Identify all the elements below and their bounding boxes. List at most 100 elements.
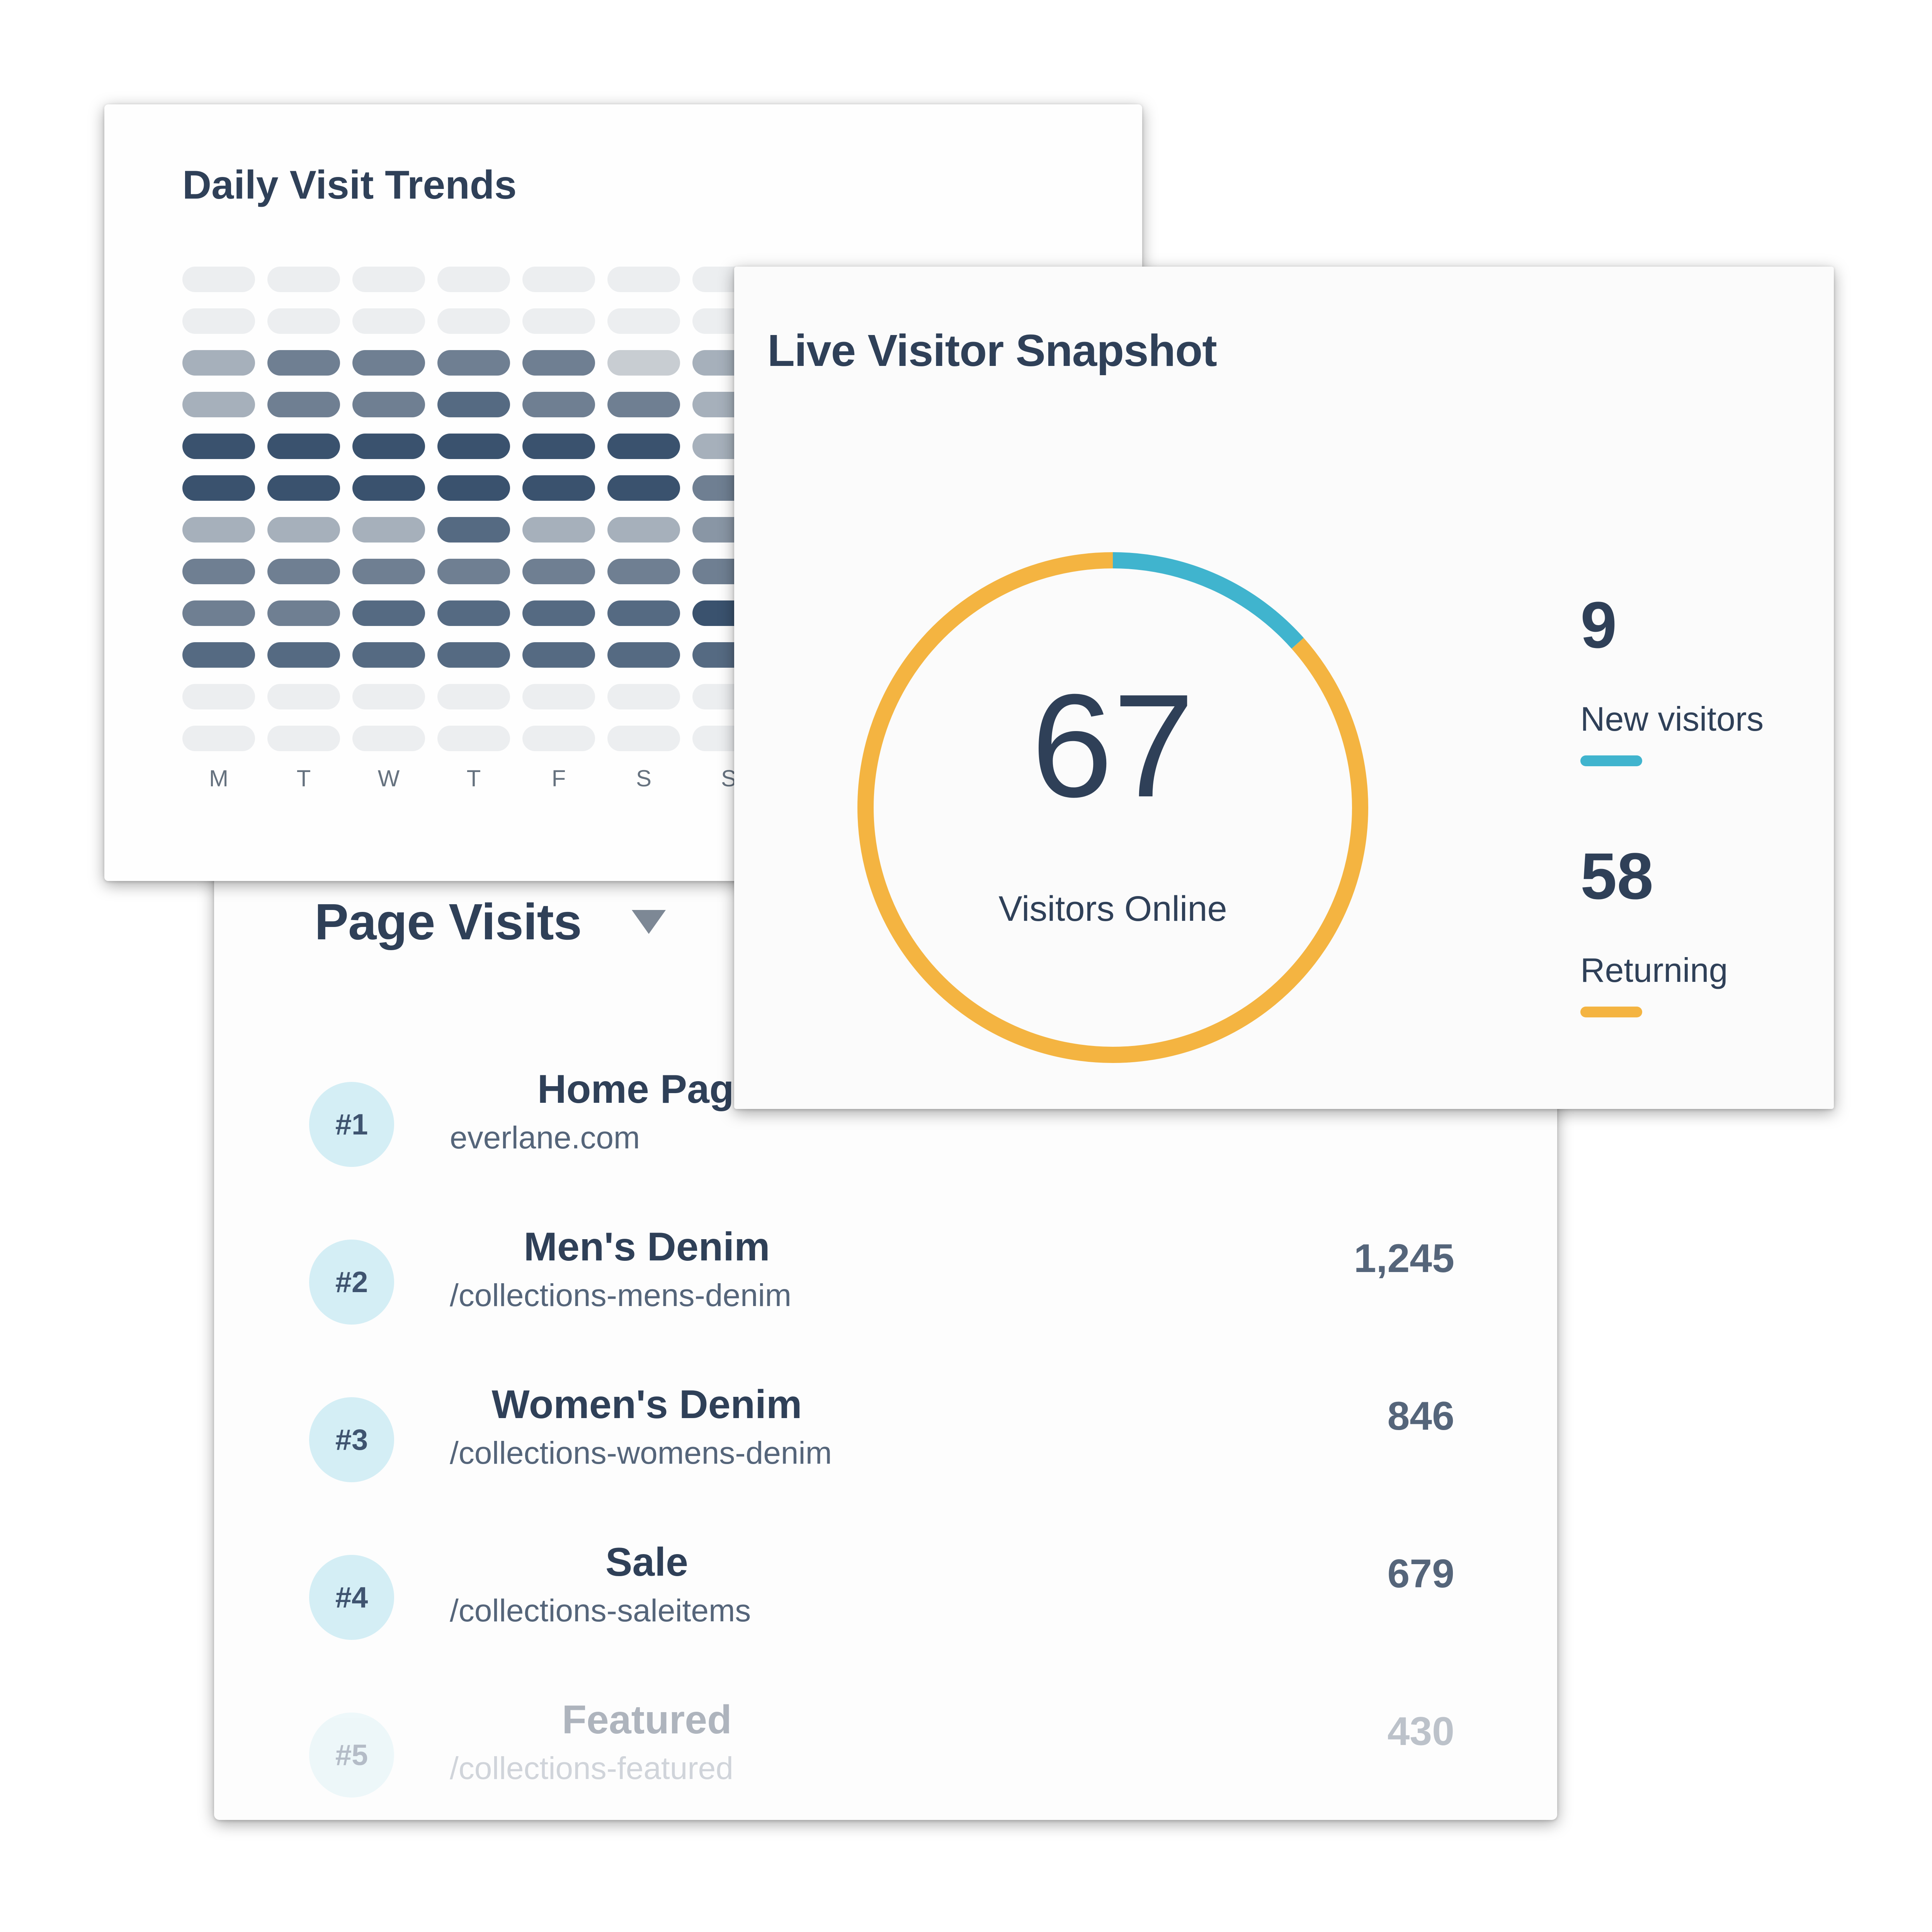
heatmap-cell — [607, 350, 680, 376]
heatmap-cell — [352, 392, 425, 417]
daily-visit-trends-title: Daily Visit Trends — [182, 163, 517, 207]
rank-badge: #3 — [309, 1397, 394, 1482]
heatmap-cell — [352, 559, 425, 584]
heatmap-cell — [607, 267, 680, 292]
page-visit-row[interactable]: #1 Home Page everlane.com — [214, 1066, 1557, 1206]
heatmap-cell — [352, 475, 425, 501]
heatmap-cell — [607, 642, 680, 668]
dropdown-caret-icon[interactable] — [631, 910, 666, 934]
live-visitor-snapshot-title: Live Visitor Snapshot — [767, 325, 1217, 376]
live-visitor-snapshot-card: Live Visitor Snapshot 67 Visitors Online… — [734, 267, 1834, 1109]
heatmap-cell — [182, 308, 255, 334]
rank-badge: #2 — [309, 1240, 394, 1325]
heatmap-cell — [267, 350, 340, 376]
heatmap-cell — [182, 559, 255, 584]
page-name: Men's Denim — [524, 1225, 770, 1269]
heatmap-cell — [437, 600, 510, 626]
heatmap-cell — [522, 726, 595, 751]
heatmap-cell — [607, 308, 680, 334]
heatmap-cell — [352, 600, 425, 626]
heatmap-cell — [267, 600, 340, 626]
heatmap-cell — [607, 559, 680, 584]
new-visitors-label: New visitors — [1580, 700, 1764, 738]
visitors-donut-chart — [857, 552, 1368, 1063]
heatmap-cell — [267, 684, 340, 709]
heatmap-cell — [267, 392, 340, 417]
heatmap-cell — [607, 726, 680, 751]
heatmap-cell — [522, 350, 595, 376]
heatmap-cell — [267, 434, 340, 459]
heatmap-cell — [437, 475, 510, 501]
returning-count: 58 — [1580, 840, 1654, 913]
page-path: /collections-featured — [450, 1751, 733, 1786]
page-path: /collections-saleitems — [450, 1593, 751, 1628]
heatmap-cell — [182, 392, 255, 417]
heatmap-cell — [182, 517, 255, 543]
new-visitors-legend-swatch — [1580, 755, 1642, 766]
page-visits-title: Page Visits — [315, 893, 582, 950]
heatmap-cell — [522, 475, 595, 501]
page-name: Featured — [562, 1697, 732, 1742]
heatmap-cell — [437, 726, 510, 751]
returning-arc — [857, 552, 1368, 1063]
heatmap-cell — [182, 642, 255, 668]
heatmap-cell — [607, 600, 680, 626]
day-label: S — [636, 765, 652, 791]
heatmap-cell — [267, 726, 340, 751]
page-path: /collections-womens-denim — [450, 1435, 832, 1471]
day-label: T — [466, 765, 481, 791]
new-visitors-arc — [1112, 552, 1304, 649]
page-visit-count: 430 — [1387, 1709, 1454, 1754]
heatmap-cell — [182, 684, 255, 709]
heatmap-cell — [267, 267, 340, 292]
heatmap-cell — [437, 559, 510, 584]
day-label: M — [209, 765, 228, 791]
heatmap-cell — [352, 434, 425, 459]
heatmap-cell — [522, 392, 595, 417]
page-path: everlane.com — [450, 1120, 640, 1155]
heatmap-cell — [522, 434, 595, 459]
heatmap-cell — [437, 308, 510, 334]
visitors-online-label: Visitors Online — [998, 889, 1227, 929]
heatmap-cell — [352, 267, 425, 292]
heatmap-cell — [267, 475, 340, 501]
heatmap-cell — [607, 392, 680, 417]
rank-badge: #5 — [309, 1713, 394, 1798]
day-label: W — [378, 765, 400, 791]
page-path: /collections-mens-denim — [450, 1278, 792, 1313]
heatmap-cell — [437, 684, 510, 709]
heatmap-cell — [352, 642, 425, 668]
heatmap-cell — [607, 517, 680, 543]
heatmap-cell — [352, 726, 425, 751]
page-name: Sale — [605, 1540, 688, 1585]
heatmap-cell — [437, 392, 510, 417]
page-visit-row[interactable]: #3 Women's Denim /collections-womens-den… — [214, 1382, 1557, 1521]
day-label: F — [551, 765, 566, 791]
heatmap-cell — [607, 475, 680, 501]
page-visits-header[interactable]: Page Visits — [315, 893, 666, 951]
heatmap-cell — [522, 308, 595, 334]
page-visit-count: 1,245 — [1354, 1236, 1454, 1281]
heatmap-cell — [267, 308, 340, 334]
heatmap-cell — [522, 600, 595, 626]
page-visit-row[interactable]: #4 Sale /collections-saleitems 679 — [214, 1539, 1557, 1679]
heatmap-cell — [182, 726, 255, 751]
rank-badge: #1 — [309, 1082, 394, 1167]
heatmap-cell — [182, 475, 255, 501]
page-visit-count: 679 — [1387, 1551, 1454, 1596]
heatmap-cell — [352, 350, 425, 376]
heatmap-cell — [522, 267, 595, 292]
heatmap-cell — [522, 642, 595, 668]
heatmap-cell — [437, 267, 510, 292]
page-visit-row[interactable]: #5 Featured /collections-featured 430 — [214, 1697, 1557, 1836]
page-visit-row[interactable]: #2 Men's Denim /collections-mens-denim 1… — [214, 1224, 1557, 1363]
heatmap-cell — [352, 308, 425, 334]
heatmap-cell — [437, 434, 510, 459]
heatmap-cell — [182, 434, 255, 459]
page-visit-count: 846 — [1387, 1394, 1454, 1439]
heatmap-cell — [182, 600, 255, 626]
day-label: S — [721, 765, 737, 791]
heatmap-cell — [352, 517, 425, 543]
heatmap-cell — [267, 642, 340, 668]
visitors-online-count: 67 — [1031, 663, 1195, 828]
